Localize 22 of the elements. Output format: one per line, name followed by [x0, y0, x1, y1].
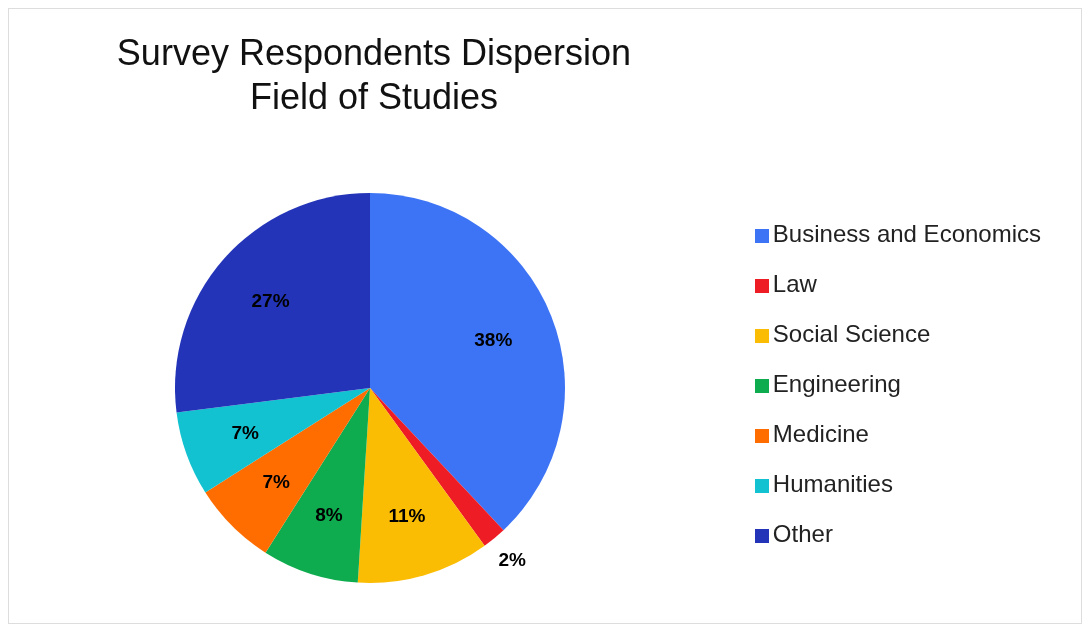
data-label: 27%	[251, 289, 290, 311]
pie-slice	[357, 388, 485, 583]
pie-slice	[176, 388, 370, 493]
chart-title: Survey Respondents Dispersion	[115, 31, 633, 75]
chart-subtitle: Field of Studies	[248, 75, 500, 119]
legend-label: Social Science	[772, 320, 931, 347]
data-label: 7%	[231, 422, 260, 444]
legend-label: Law	[772, 270, 817, 297]
legend-label: Humanities	[772, 470, 893, 497]
data-label: 8%	[315, 503, 343, 525]
pie-slice	[205, 388, 370, 553]
data-label: 7%	[262, 471, 291, 493]
legend-label: Medicine	[772, 420, 869, 447]
pie-slice	[265, 388, 370, 583]
data-label: 38%	[474, 328, 513, 350]
legend-label: Business and Economics	[772, 220, 1041, 247]
legend-label: Other	[772, 520, 833, 547]
legend-label: Engineering	[772, 370, 901, 397]
pie-slice	[175, 193, 370, 413]
data-label: 2%	[498, 549, 526, 571]
data-label: 11%	[388, 504, 426, 526]
pie-slice	[370, 193, 565, 531]
